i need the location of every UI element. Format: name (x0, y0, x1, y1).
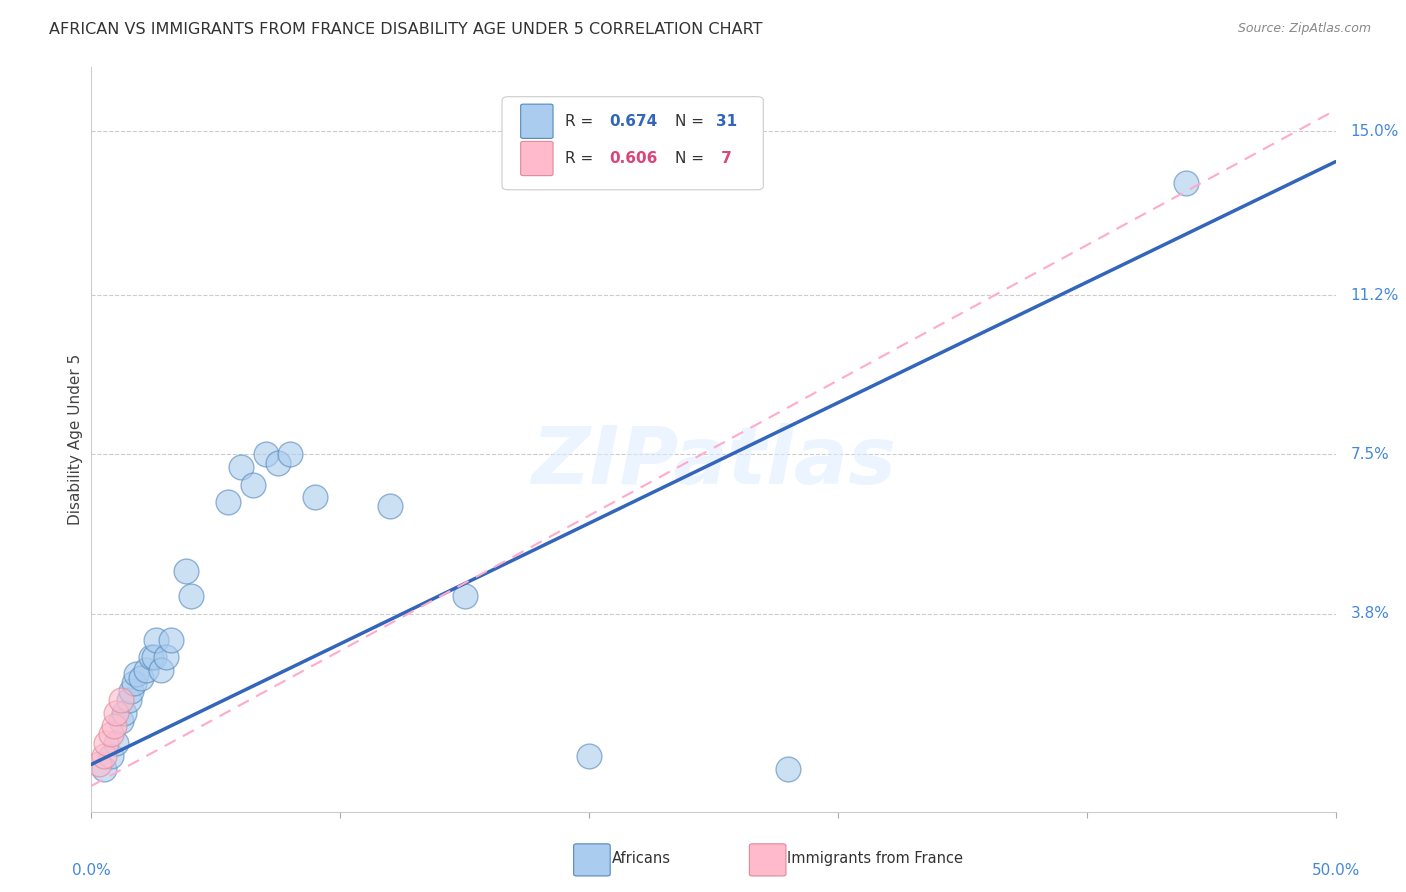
Y-axis label: Disability Age Under 5: Disability Age Under 5 (67, 354, 83, 524)
Point (150, 663, 173, 677)
Point (135, 663, 157, 677)
Point (110, 693, 132, 707)
Text: 0.0%: 0.0% (72, 863, 111, 879)
Point (778, 762, 800, 776)
Point (160, 632, 183, 647)
Point (304, 491, 326, 505)
Point (122, 675, 145, 690)
Point (242, 477, 264, 491)
Point (105, 706, 128, 720)
Point (378, 499, 401, 513)
Point (217, 494, 239, 508)
Text: Immigrants from France: Immigrants from France (787, 851, 963, 865)
Point (129, 671, 152, 685)
Point (155, 649, 177, 664)
Point (93, 748, 115, 763)
Point (118, 693, 141, 707)
Point (280, 447, 302, 461)
Point (267, 456, 290, 470)
Point (180, 590, 202, 604)
Point (93, 762, 115, 776)
Point (453, 590, 475, 604)
Point (254, 447, 277, 461)
Point (174, 564, 197, 578)
FancyBboxPatch shape (520, 104, 553, 138)
Point (120, 684, 142, 698)
Text: 50.0%: 50.0% (1312, 863, 1360, 879)
Point (105, 736, 128, 750)
Text: 11.2%: 11.2% (1351, 287, 1399, 302)
Text: 31: 31 (716, 114, 737, 128)
Point (112, 706, 135, 720)
Text: 0.606: 0.606 (609, 151, 658, 166)
Text: 7.5%: 7.5% (1351, 447, 1389, 462)
Point (578, 748, 600, 763)
Text: N =: N = (675, 151, 704, 166)
Point (100, 748, 122, 763)
Text: ZIPatlas: ZIPatlas (531, 423, 896, 500)
Point (229, 460, 252, 475)
Point (103, 718, 125, 732)
Point (1175, 176, 1198, 190)
Point (139, 649, 162, 664)
Point (142, 649, 165, 664)
Text: AFRICAN VS IMMIGRANTS FROM FRANCE DISABILITY AGE UNDER 5 CORRELATION CHART: AFRICAN VS IMMIGRANTS FROM FRANCE DISABI… (49, 22, 762, 37)
Text: Source: ZipAtlas.com: Source: ZipAtlas.com (1237, 22, 1371, 36)
Point (87, 757, 110, 772)
Text: Africans: Africans (612, 851, 671, 865)
Point (96, 736, 118, 750)
Text: 0.674: 0.674 (609, 114, 657, 128)
Point (100, 727, 122, 741)
Text: R =: R = (565, 114, 599, 128)
Text: 3.8%: 3.8% (1351, 607, 1389, 621)
Text: R =: R = (565, 151, 599, 166)
FancyBboxPatch shape (502, 96, 763, 190)
Text: 15.0%: 15.0% (1351, 124, 1399, 139)
Text: N =: N = (675, 114, 704, 128)
Point (125, 667, 148, 681)
Text: 7: 7 (716, 151, 733, 166)
Point (110, 714, 132, 729)
Point (145, 632, 167, 647)
FancyBboxPatch shape (520, 142, 553, 176)
